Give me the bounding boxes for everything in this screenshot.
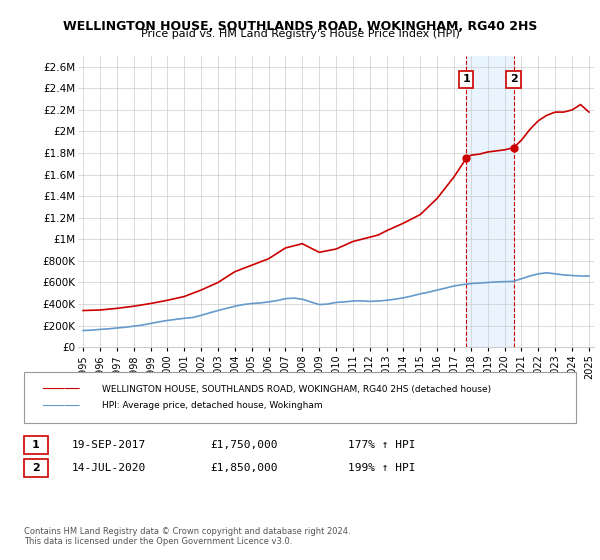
Text: Contains HM Land Registry data © Crown copyright and database right 2024.
This d: Contains HM Land Registry data © Crown c… xyxy=(24,526,350,546)
Text: WELLINGTON HOUSE, SOUTHLANDS ROAD, WOKINGHAM, RG40 2HS: WELLINGTON HOUSE, SOUTHLANDS ROAD, WOKIN… xyxy=(63,20,537,32)
Text: ─────: ───── xyxy=(42,399,79,413)
Text: ─────: ───── xyxy=(42,382,79,396)
Text: 2: 2 xyxy=(32,463,40,473)
Text: £1,750,000: £1,750,000 xyxy=(210,440,277,450)
Bar xyxy=(466,56,514,347)
Text: Price paid vs. HM Land Registry's House Price Index (HPI): Price paid vs. HM Land Registry's House … xyxy=(140,29,460,39)
Text: WELLINGTON HOUSE, SOUTHLANDS ROAD, WOKINGHAM, RG40 2HS (detached house): WELLINGTON HOUSE, SOUTHLANDS ROAD, WOKIN… xyxy=(102,385,491,394)
Text: 1: 1 xyxy=(32,440,40,450)
Text: 199% ↑ HPI: 199% ↑ HPI xyxy=(348,463,415,473)
Text: HPI: Average price, detached house, Wokingham: HPI: Average price, detached house, Woki… xyxy=(102,402,323,410)
Text: £1,850,000: £1,850,000 xyxy=(210,463,277,473)
Text: 19-SEP-2017: 19-SEP-2017 xyxy=(72,440,146,450)
Text: 1: 1 xyxy=(463,74,470,85)
Text: 177% ↑ HPI: 177% ↑ HPI xyxy=(348,440,415,450)
Text: 2: 2 xyxy=(509,74,517,85)
Text: 14-JUL-2020: 14-JUL-2020 xyxy=(72,463,146,473)
